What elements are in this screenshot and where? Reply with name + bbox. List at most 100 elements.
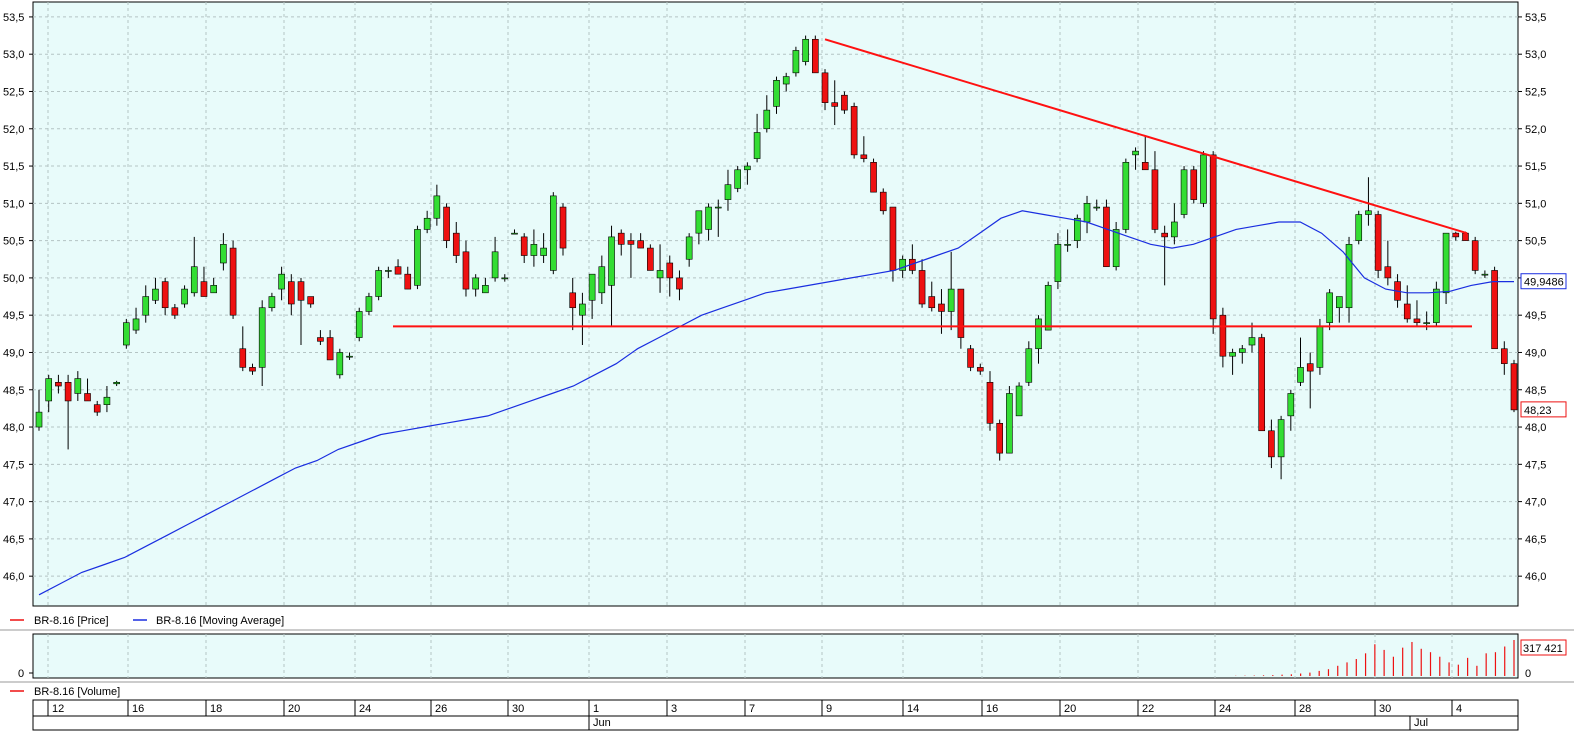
x-day-label: 22 [1142,703,1154,715]
y-tick-label-right: 46,0 [1525,571,1546,583]
x-day-label: 14 [907,703,919,715]
candle-body [656,270,664,279]
volume-panel [32,633,1519,679]
y-tick-label-left: 51,5 [3,161,24,173]
candle-body [1365,210,1372,215]
candle-body [744,165,751,171]
candle-body [947,288,955,312]
candle-body [879,191,887,212]
candle-body [1219,314,1227,357]
candle-body [346,355,353,358]
candle-body [685,236,693,260]
candle-body [831,102,839,107]
trendline-resistance [824,38,1468,235]
candle-body [1083,203,1091,223]
candle-body [782,76,790,85]
y-tick-label-left: 50,0 [3,273,24,285]
candle-body [1122,162,1130,230]
candle-body [482,285,489,294]
candle-body [326,337,334,361]
candle-body [1355,214,1363,241]
candle-body [229,247,237,316]
candle-body [220,244,227,264]
badge-text: 317 421 [1523,643,1563,655]
candle-body [84,393,91,402]
candle-body [1481,273,1489,276]
x-day-label: 28 [1299,703,1311,715]
candle-body [45,378,53,402]
legend-price-label: BR-8.16 [Price] [34,615,109,627]
candle-body [1384,266,1392,279]
y-tick-label-right: 49,0 [1525,347,1546,359]
x-day-label: 3 [671,703,677,715]
x-day-label: 4 [1456,703,1462,715]
candle-body [161,281,169,309]
candle-body [1054,244,1062,282]
candle-body [433,195,441,219]
x-day-label: 12 [52,703,64,715]
candle-body [763,109,771,130]
candle-body [258,307,266,368]
candle-body [113,381,120,385]
candle-body [705,206,712,230]
x-month-label: Jun [593,717,611,729]
candle-body [171,307,179,316]
candle-body [1442,232,1450,294]
candle-body [317,337,324,342]
candle-body [714,206,722,209]
candle-body [530,244,538,256]
candle-body [695,210,703,234]
candle-body [1044,285,1052,331]
x-day-label: 7 [749,703,755,715]
candle-body [1151,169,1159,230]
x-day-label: 9 [826,703,832,715]
candle-body [35,411,43,428]
candle-body [1413,318,1421,323]
candle-body [850,106,858,156]
candle-body [608,236,615,286]
candle-body [598,266,606,294]
candle-body [491,251,499,279]
candle-body [142,296,150,316]
y-tick-label-right: 52,5 [1525,86,1546,98]
candle-body [996,423,1003,454]
candle-body [511,232,518,235]
candle-body [1161,232,1168,238]
candle-body [802,38,809,62]
ma-last-badge: 49,9486 [1520,273,1567,290]
candle-body [1336,296,1343,309]
candle-body [1035,318,1042,350]
candle-body [414,229,421,286]
candle-body [1180,169,1188,215]
x-day-label: 30 [512,703,524,715]
y-tick-label-left: 48,0 [3,422,24,434]
candle-body [1471,240,1479,271]
candle-body [1297,367,1304,383]
candle-body [336,352,344,376]
candle-body [472,277,479,290]
candle-body [1238,348,1246,353]
candle-body [123,322,130,346]
candle-body [550,195,557,271]
candle-body [860,154,868,159]
y-tick-label-left: 47,0 [3,497,24,509]
candle-body [889,206,897,271]
y-tick-label-right: 48,0 [1525,422,1546,434]
y-tick-label-right: 51,0 [1525,198,1546,210]
volume-max-badge: 317 421 [1520,639,1567,656]
candle-body [64,381,72,402]
candle-body [899,258,906,271]
candle-body [297,281,305,301]
legend-strip [0,607,1574,631]
candle-body [1491,270,1498,350]
badge-box [1520,273,1567,290]
y-tick-label-left: 52,5 [3,86,24,98]
y-tick-label-left: 48,5 [3,385,24,397]
candle-body [1316,326,1324,368]
y-tick-label-right: 46,5 [1525,534,1546,546]
price-last-badge: 48,23 [1520,401,1567,418]
candle-body [588,273,596,301]
candle-body [559,206,567,249]
candle-body [1403,303,1411,320]
